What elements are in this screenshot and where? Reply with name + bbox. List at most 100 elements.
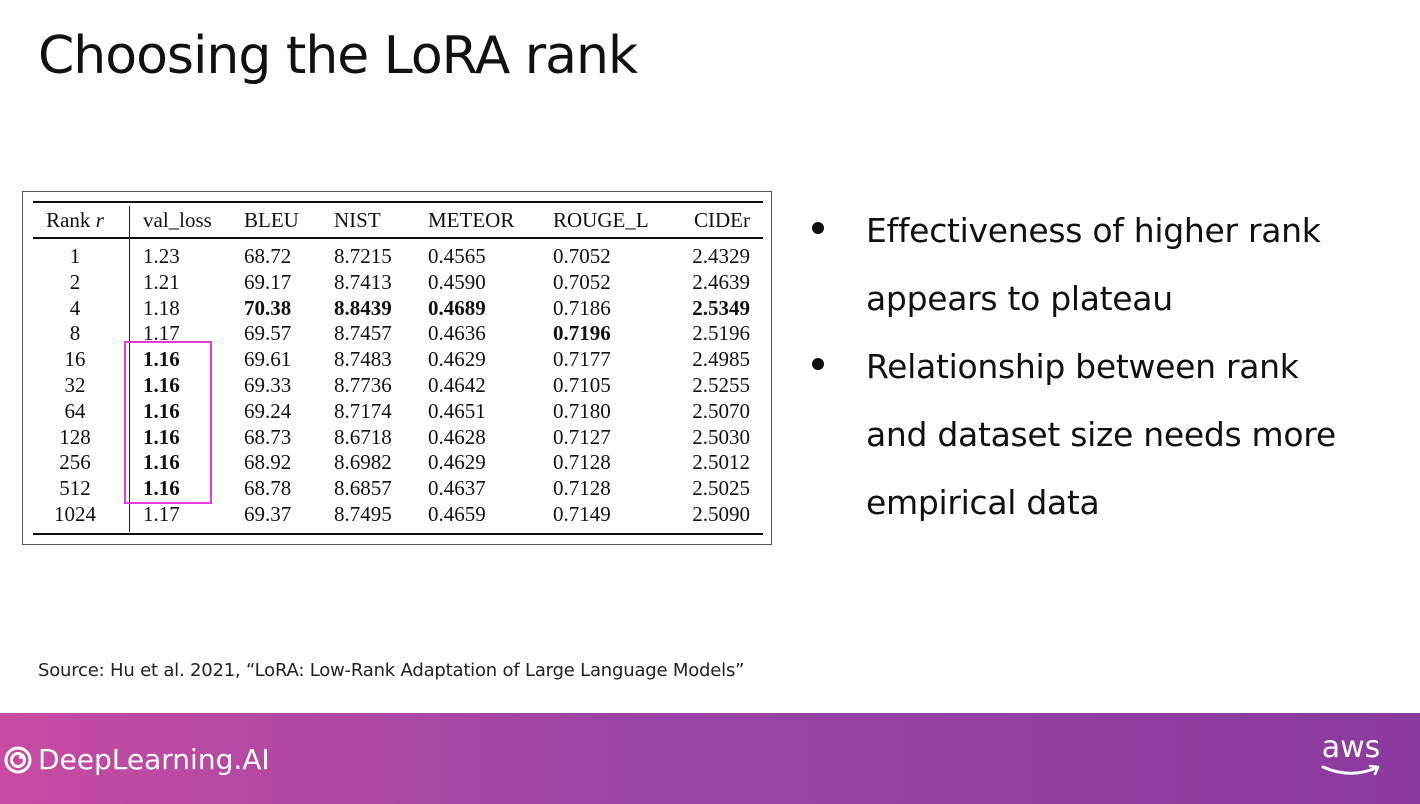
cell-bleu: 69.61 — [244, 347, 292, 372]
cell-val-loss: 1.16 — [143, 424, 180, 449]
bullet-text: Effectiveness of higher rank appears to … — [866, 211, 1321, 318]
cell-nist: 8.7174 — [334, 398, 392, 423]
cell-cider: 2.5070 — [692, 398, 750, 423]
table-column-divider — [129, 206, 130, 532]
cell-cider: 2.5196 — [692, 321, 750, 346]
val-loss-highlight-box — [124, 341, 212, 504]
bullet-item: Relationship between rank and dataset si… — [808, 333, 1368, 537]
cell-rouge-l: 0.7196 — [553, 321, 611, 346]
cell-rank: 1024 — [54, 502, 96, 526]
cell-rank: 1 — [69, 244, 81, 268]
cell-meteor: 0.4590 — [428, 269, 486, 294]
cell-meteor: 0.4637 — [428, 476, 486, 501]
cell-rouge-l: 0.7128 — [553, 476, 611, 501]
deeplearning-ai-logo: DeepLearning.AI — [4, 743, 270, 776]
cell-nist: 8.6857 — [334, 476, 392, 501]
cell-val-loss: 1.16 — [143, 347, 180, 372]
cell-val-loss: 1.16 — [143, 373, 180, 397]
bullet-item: Effectiveness of higher rank appears to … — [808, 197, 1368, 333]
cell-nist: 8.8439 — [334, 295, 392, 320]
header-nist: NIST — [334, 208, 381, 232]
cell-rouge-l: 0.7128 — [553, 450, 611, 475]
cell-cider: 2.4639 — [692, 269, 750, 294]
cell-val-loss: 1.16 — [143, 450, 180, 475]
cell-rank: 16 — [64, 347, 86, 372]
cell-nist: 8.7483 — [334, 347, 392, 372]
cell-rouge-l: 0.7052 — [553, 269, 611, 294]
header-cider: CIDEr — [694, 208, 750, 232]
cell-bleu: 68.78 — [244, 476, 292, 501]
aws-smile-icon — [1321, 764, 1380, 776]
cell-rank: 128 — [59, 424, 91, 449]
deeplearning-ai-logo-icon — [4, 746, 32, 773]
cell-rouge-l: 0.7105 — [553, 373, 611, 397]
cell-meteor: 0.4629 — [428, 347, 486, 372]
cell-cider: 2.4985 — [692, 347, 750, 372]
cell-val-loss: 1.21 — [143, 269, 180, 294]
results-table: Rank r val_loss BLEU NIST METEOR ROUGE_L… — [22, 191, 772, 545]
cell-meteor: 0.4636 — [428, 321, 486, 346]
cell-val-loss: 1.17 — [143, 502, 180, 526]
cell-cider: 2.5025 — [692, 476, 750, 501]
cell-rouge-l: 0.7052 — [553, 244, 611, 268]
cell-rank: 64 — [64, 398, 86, 423]
cell-nist: 8.7495 — [334, 502, 392, 526]
cell-bleu: 69.37 — [244, 502, 292, 526]
cell-meteor: 0.4642 — [428, 373, 486, 397]
aws-logo-text: aws — [1321, 730, 1381, 765]
cell-meteor: 0.4689 — [428, 295, 486, 320]
cell-bleu: 70.38 — [244, 295, 292, 320]
brand-name: DeepLearning.AI — [38, 743, 270, 776]
cell-rouge-l: 0.7177 — [553, 347, 611, 372]
aws-logo: aws — [1316, 731, 1386, 781]
cell-bleu: 69.24 — [244, 398, 292, 423]
bullet-dot-icon — [812, 222, 824, 234]
cell-rouge-l: 0.7149 — [553, 502, 611, 526]
cell-rank: 32 — [64, 373, 86, 397]
cell-rank: 256 — [59, 450, 91, 475]
cell-rank: 2 — [69, 269, 81, 294]
source-citation: Source: Hu et al. 2021, “LoRA: Low-Rank … — [38, 660, 745, 681]
cell-meteor: 0.4651 — [428, 398, 486, 423]
cell-meteor: 0.4659 — [428, 502, 486, 526]
cell-val-loss: 1.16 — [143, 398, 180, 423]
footer-bar: DeepLearning.AI aws — [0, 713, 1420, 804]
cell-cider: 2.5030 — [692, 424, 750, 449]
cell-meteor: 0.4565 — [428, 244, 486, 268]
cell-bleu: 69.17 — [244, 269, 292, 294]
cell-nist: 8.7736 — [334, 373, 392, 397]
cell-rouge-l: 0.7127 — [553, 424, 611, 449]
slide-title: Choosing the LoRA rank — [38, 26, 638, 86]
cell-nist: 8.6718 — [334, 424, 392, 449]
cell-bleu: 68.73 — [244, 424, 292, 449]
cell-cider: 2.5090 — [692, 502, 750, 526]
cell-nist: 8.6982 — [334, 450, 392, 475]
cell-val-loss: 1.16 — [143, 476, 180, 501]
bullet-list: Effectiveness of higher rank appears to … — [808, 197, 1368, 537]
cell-rank: 8 — [69, 321, 81, 346]
cell-meteor: 0.4629 — [428, 450, 486, 475]
cell-meteor: 0.4628 — [428, 424, 486, 449]
cell-val-loss: 1.18 — [143, 295, 180, 320]
table-bottom-rule — [33, 533, 763, 535]
table-top-rule — [33, 201, 763, 203]
header-rank-label: Rank r — [46, 208, 104, 232]
cell-bleu: 69.57 — [244, 321, 292, 346]
header-val-loss: val_loss — [143, 208, 212, 232]
cell-bleu: 68.72 — [244, 244, 292, 268]
cell-rank: 4 — [69, 295, 81, 320]
cell-cider: 2.4329 — [692, 244, 750, 268]
cell-rouge-l: 0.7186 — [553, 295, 611, 320]
cell-nist: 8.7413 — [334, 269, 392, 294]
table-header-rule — [33, 237, 763, 239]
header-meteor: METEOR — [428, 208, 515, 232]
header-rouge-l: ROUGE_L — [553, 208, 649, 232]
cell-rouge-l: 0.7180 — [553, 398, 611, 423]
header-rank: Rank r — [33, 207, 117, 233]
cell-nist: 8.7457 — [334, 321, 392, 346]
cell-nist: 8.7215 — [334, 244, 392, 268]
cell-cider: 2.5255 — [692, 373, 750, 397]
cell-rank: 512 — [59, 476, 91, 501]
cell-val-loss: 1.23 — [143, 244, 180, 268]
cell-bleu: 68.92 — [244, 450, 292, 475]
